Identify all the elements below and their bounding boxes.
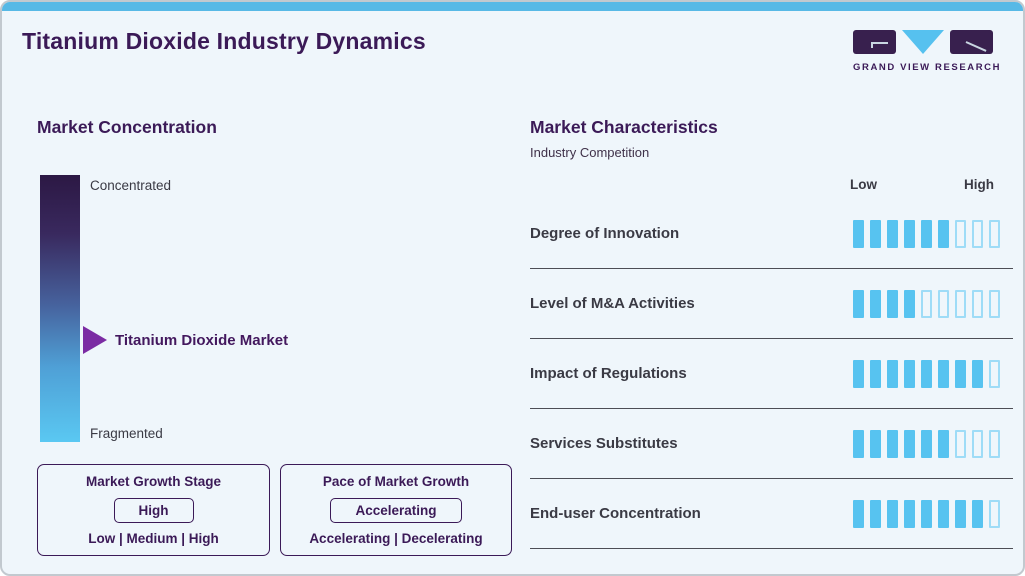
logo-r-icon [950,30,993,54]
high-axis-label: High [964,177,994,192]
market-growth-stage-box: Market Growth Stage High Low | Medium | … [37,464,270,556]
meter-segment [870,289,881,318]
table-row: Level of M&A Activities [530,269,1013,339]
meter-segment [853,289,864,318]
low-axis-label: Low [850,177,877,192]
meter-segment [887,219,898,248]
meter-segment [887,499,898,528]
meter-segment [870,429,881,458]
meter-segment [972,289,983,318]
logo-marks [853,30,994,55]
meter-segment [904,289,915,318]
rating-meter [853,219,1000,248]
rating-meter [853,359,1000,388]
growth-stage-options: Low | Medium | High [88,531,219,546]
industry-competition-subheading: Industry Competition [530,145,650,160]
row-label: Impact of Regulations [530,365,687,382]
meter-segment [938,289,949,318]
meter-segment [989,359,1000,388]
meter-segment [972,219,983,248]
meter-segment [938,429,949,458]
grand-view-research-logo: GRAND VIEW RESEARCH [853,30,1002,73]
pace-of-growth-box: Pace of Market Growth Accelerating Accel… [280,464,512,556]
concentrated-label: Concentrated [90,178,172,193]
meter-segment [921,499,932,528]
meter-segment [972,359,983,388]
meter-segment [853,359,864,388]
market-concentration-heading: Market Concentration [37,117,217,137]
meter-segment [955,499,966,528]
growth-stage-value: High [113,497,194,523]
logo-v-icon [902,30,944,54]
page-title: Titanium Dioxide Industry Dynamics [22,28,426,54]
meter-segment [955,289,966,318]
meter-segment [853,429,864,458]
top-accent-bar [2,2,1023,11]
meter-segment [921,219,932,248]
logo-wordmark: GRAND VIEW RESEARCH [853,62,1002,73]
meter-segment [938,219,949,248]
meter-segment [870,219,881,248]
meter-segment [989,289,1000,318]
growth-stage-title: Market Growth Stage [85,474,222,489]
meter-segment [870,499,881,528]
meter-segment [904,359,915,388]
table-row: End-user Concentration [530,479,1013,549]
meter-segment [887,289,898,318]
row-label: Services Substitutes [530,435,678,452]
meter-segment [853,219,864,248]
meter-segment [904,499,915,528]
meter-segment [989,429,1000,458]
row-label: End-user Concentration [530,505,701,522]
row-label: Level of M&A Activities [530,295,695,312]
characteristics-table: Degree of Innovation Level of M&A Activi… [530,199,1013,549]
pace-title: Pace of Market Growth [322,474,470,489]
meter-segment [938,359,949,388]
meter-segment [989,499,1000,528]
pace-value: Accelerating [330,497,462,523]
logo-g-icon [853,30,896,54]
meter-segment [989,219,1000,248]
meter-segment [955,219,966,248]
rating-meter [853,429,1000,458]
row-label: Degree of Innovation [530,225,680,242]
meter-segment [972,429,983,458]
meter-segment [887,359,898,388]
concentration-gradient-bar [40,175,80,442]
fragmented-label: Fragmented [90,426,163,441]
meter-segment [921,429,932,458]
meter-segment [955,359,966,388]
pace-options: Accelerating | Decelerating [309,531,483,546]
meter-segment [921,359,932,388]
rating-meter [853,499,1000,528]
table-row: Services Substitutes [530,409,1013,479]
meter-segment [938,499,949,528]
market-pointer-arrow-icon [83,326,107,354]
meter-segment [904,429,915,458]
market-characteristics-heading: Market Characteristics [530,117,718,137]
meter-segment [904,219,915,248]
meter-segment [870,359,881,388]
market-pointer-label: Titanium Dioxide Market [115,332,289,349]
meter-segment [955,429,966,458]
meter-segment [887,429,898,458]
table-row: Degree of Innovation [530,199,1013,269]
meter-segment [972,499,983,528]
meter-segment [853,499,864,528]
meter-segment [921,289,932,318]
rating-meter [853,289,1000,318]
table-row: Impact of Regulations [530,339,1013,409]
